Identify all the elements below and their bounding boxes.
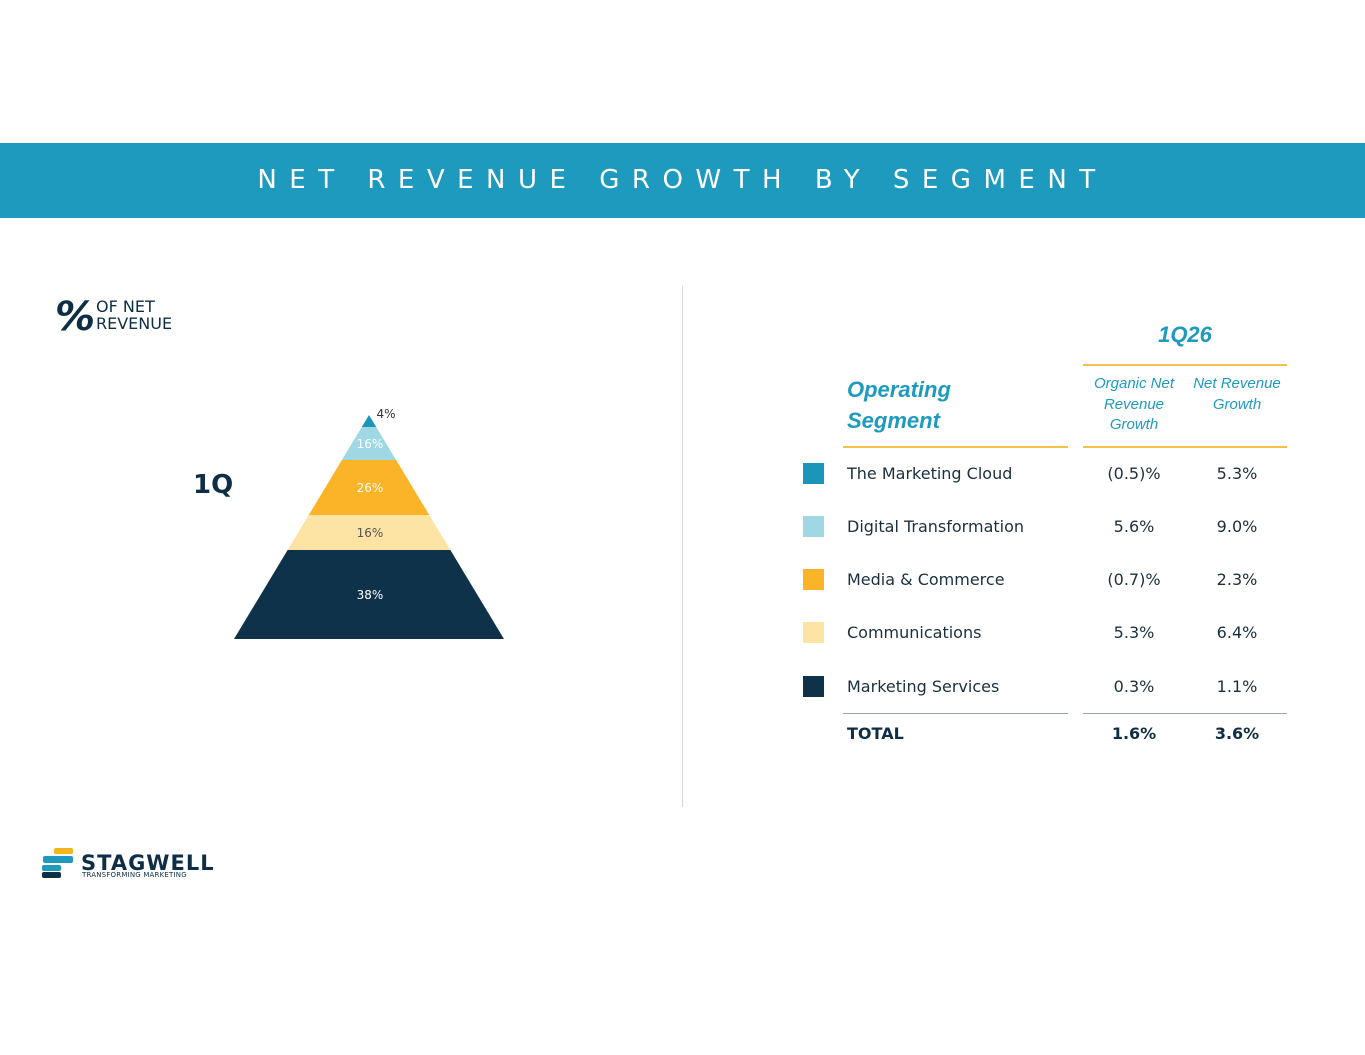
total-organic-growth: 1.6% [1111, 724, 1157, 743]
segment-name: Communications [847, 623, 982, 642]
title-banner: NET REVENUE GROWTH BY SEGMENT [0, 143, 1365, 218]
pyramid-segment [361, 415, 377, 427]
segment-name: Media & Commerce [847, 570, 1005, 589]
pyramid-segment [234, 550, 504, 639]
organic-growth-value: (0.5)% [1107, 464, 1161, 483]
total-net-growth: 3.6% [1214, 724, 1260, 743]
pyramid-segment-label: 26% [357, 481, 384, 495]
organic-growth-value: 5.6% [1113, 517, 1155, 536]
total-divider-segment [843, 713, 1068, 714]
segment-color-swatch [803, 463, 824, 484]
segment-name: Marketing Services [847, 677, 1000, 696]
segment-color-swatch [803, 622, 824, 643]
net-growth-value: 9.0% [1216, 517, 1258, 536]
segment-color-swatch [803, 516, 824, 537]
period-underline [1083, 364, 1287, 366]
total-label: TOTAL [847, 724, 904, 743]
table-period-header: 1Q26 [1158, 322, 1212, 347]
vertical-divider [682, 286, 683, 807]
pyramid-segment-label: 38% [357, 588, 384, 602]
total-divider-values [1083, 713, 1287, 714]
logo-tagline: TRANSFORMING MARKETING [82, 871, 187, 879]
page-title: NET REVENUE GROWTH BY SEGMENT [257, 165, 1108, 195]
header-underline-segment [843, 446, 1068, 448]
pyramid-chart: 4% 16% 26% 16% 38% [234, 407, 504, 639]
organic-growth-value: 5.3% [1113, 623, 1155, 642]
table-row: Communications 5.3% 6.4% [0, 618, 1365, 648]
pyramid-period-label: 1Q [193, 470, 234, 500]
net-growth-value: 2.3% [1216, 570, 1258, 589]
segment-name: Digital Transformation [847, 517, 1025, 536]
organic-growth-value: 0.3% [1113, 677, 1155, 696]
pyramid-segment [287, 515, 451, 550]
percent-label: OF NET REVENUE [96, 297, 173, 333]
stagwell-logo-icon [42, 848, 73, 878]
net-growth-value: 5.3% [1216, 464, 1258, 483]
table-row: Digital Transformation 5.6% 9.0% [0, 512, 1365, 542]
pyramid-segment [341, 427, 397, 460]
net-growth-header: Net Revenue Growth [1193, 375, 1281, 413]
organic-growth-value: (0.7)% [1107, 570, 1161, 589]
pyramid-segment-label: 16% [357, 526, 384, 540]
table-row: Marketing Services 0.3% 1.1% [0, 672, 1365, 702]
pyramid-segment-label: 4% [376, 407, 395, 421]
organic-growth-header: Organic Net Revenue Growth [1093, 375, 1175, 433]
pyramid-segment [308, 460, 430, 515]
segment-color-swatch [803, 569, 824, 590]
table-row: The Marketing Cloud (0.5)% 5.3% [0, 459, 1365, 489]
net-growth-value: 1.1% [1216, 677, 1258, 696]
header-underline-values [1083, 446, 1287, 448]
pyramid-segment-label: 16% [357, 437, 384, 451]
logo-wordmark: STAGWELL [81, 851, 215, 875]
net-growth-value: 6.4% [1216, 623, 1258, 642]
percent-symbol: % [55, 294, 96, 340]
segment-column-header: Operating Segment [847, 377, 951, 433]
segment-color-swatch [803, 676, 824, 697]
table-row: Media & Commerce (0.7)% 2.3% [0, 565, 1365, 595]
segment-name: The Marketing Cloud [847, 464, 1013, 483]
